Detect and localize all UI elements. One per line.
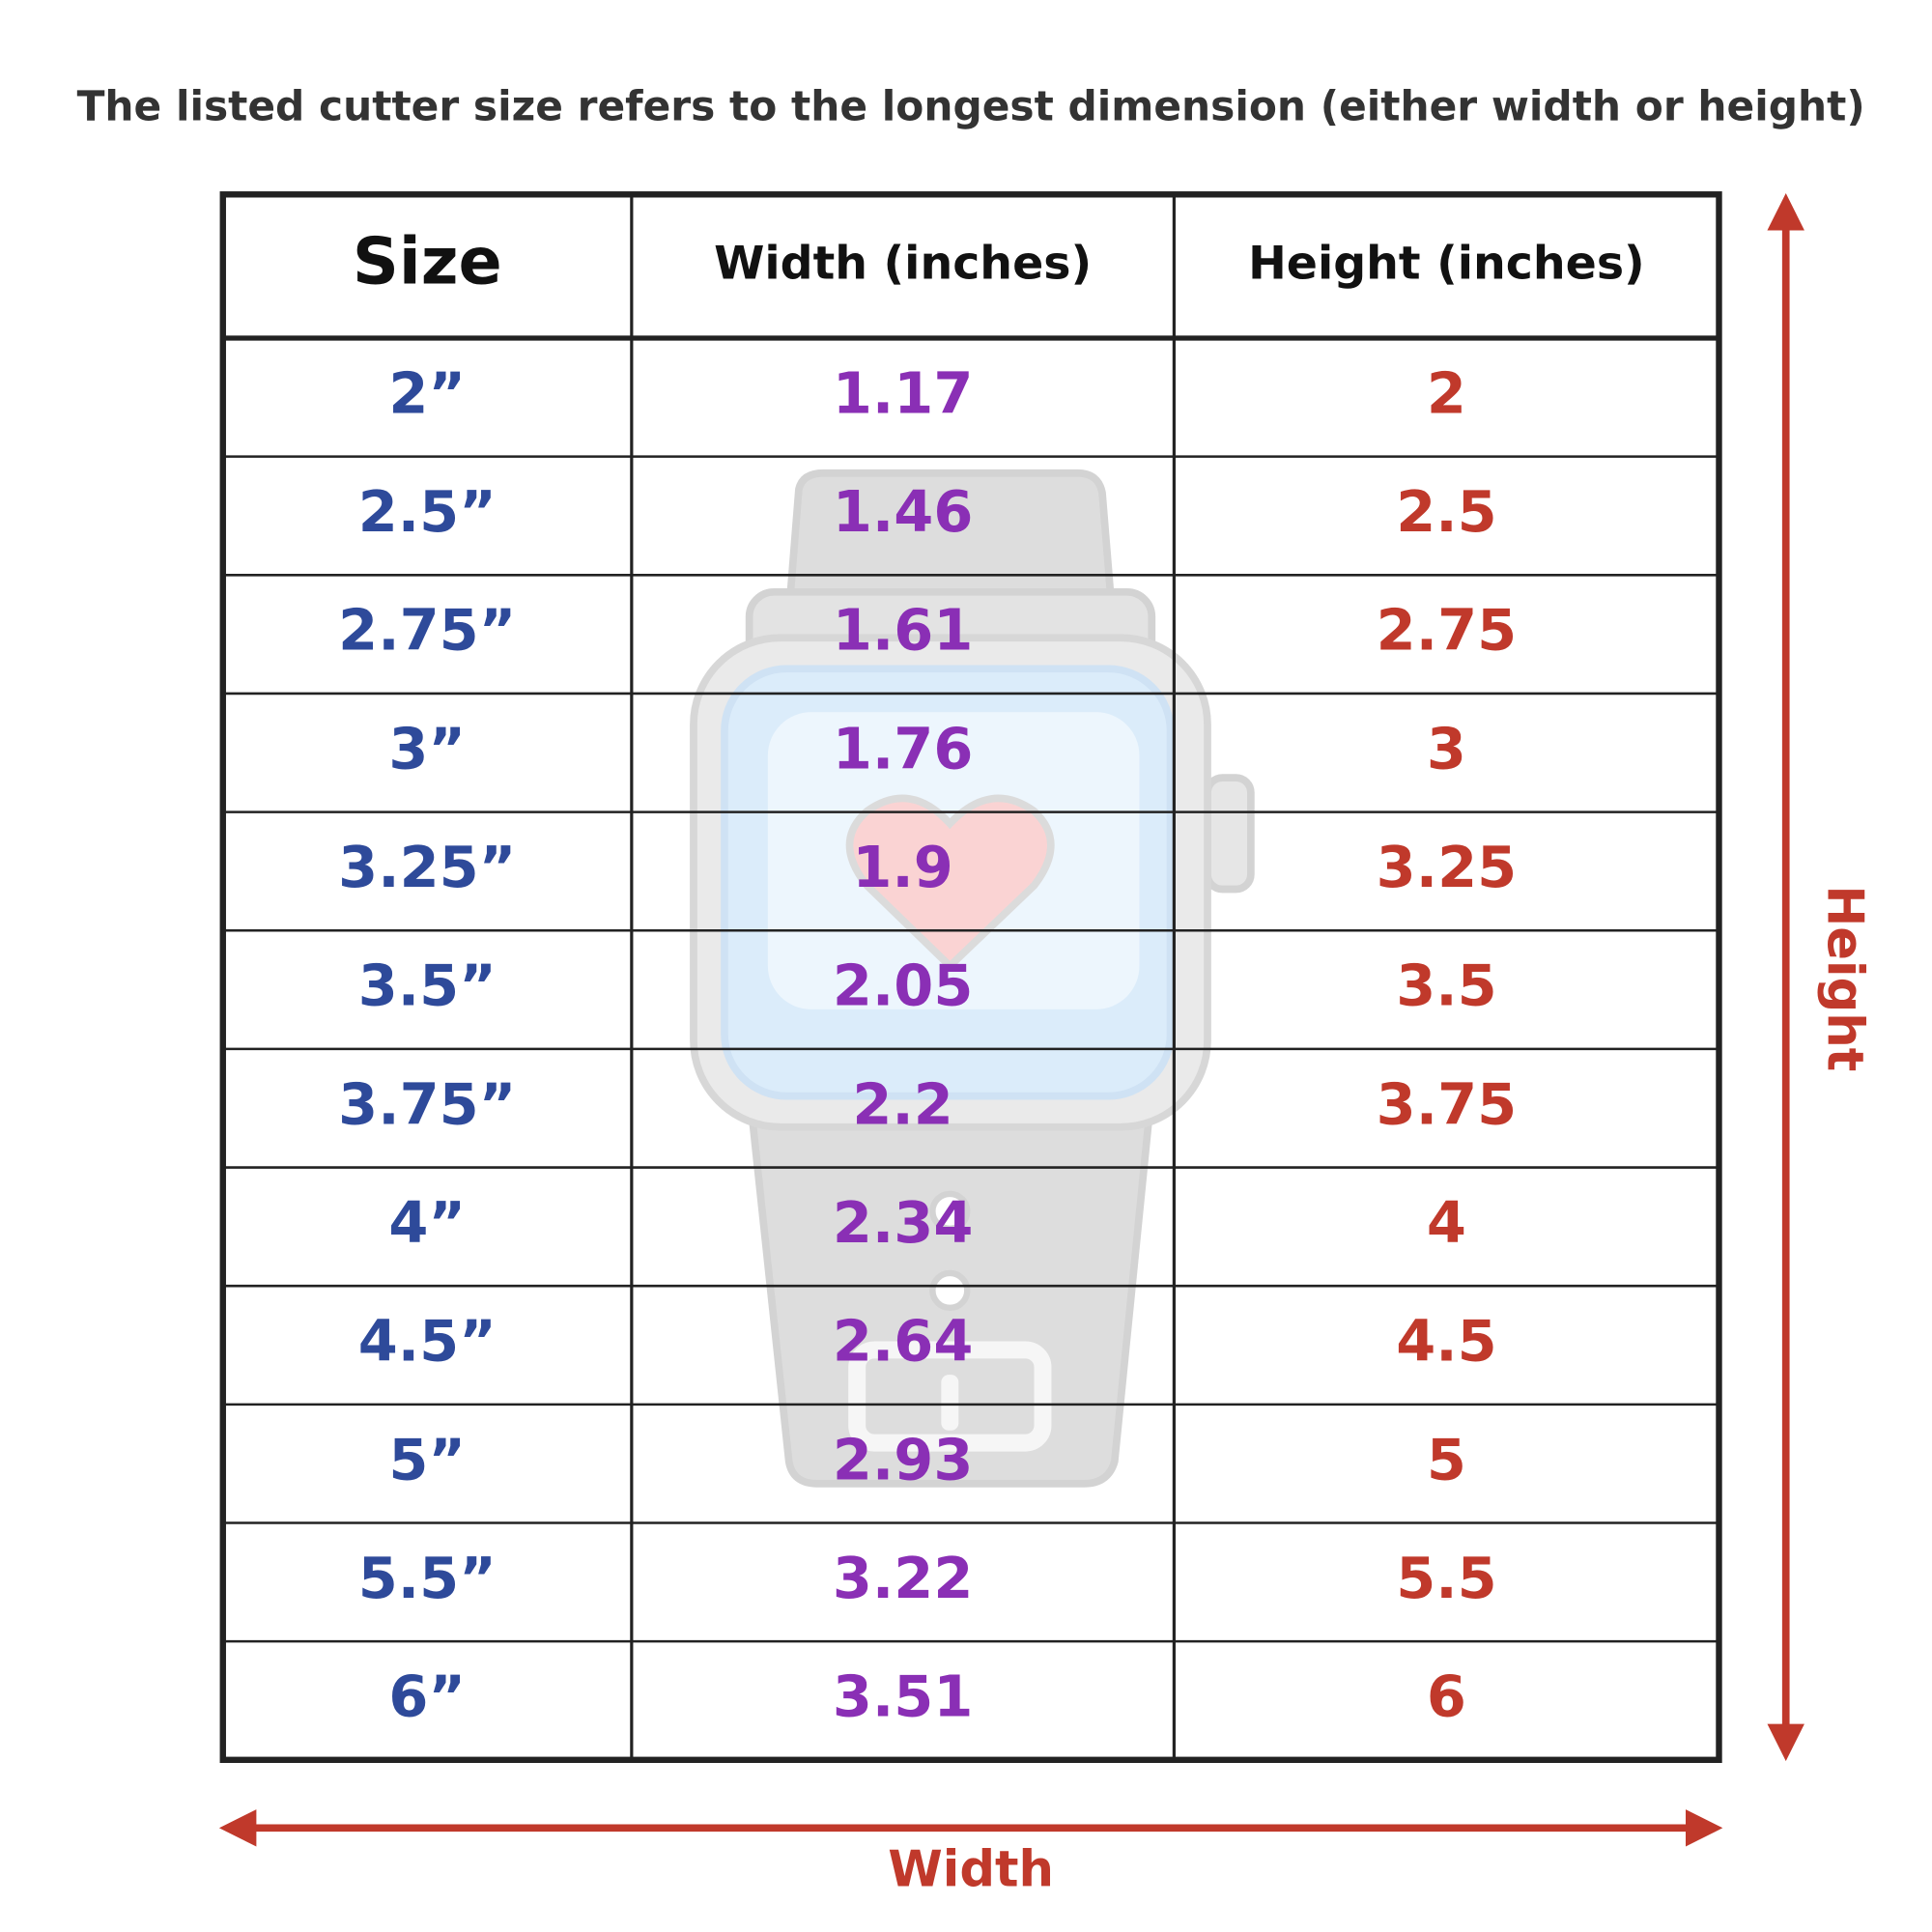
watch-illustration: [690, 469, 1255, 1488]
size-cell: 2.75”: [338, 597, 516, 664]
width-cell: 1.46: [833, 478, 974, 545]
width-cell: 2.93: [833, 1426, 974, 1492]
height-cell: 3.25: [1377, 834, 1518, 900]
height-cell: 2.75: [1377, 597, 1518, 664]
width-cell: 2.2: [852, 1070, 952, 1137]
column-header: Width (inches): [714, 238, 1092, 291]
size-cell: 3”: [388, 715, 466, 781]
width-cell: 1.76: [833, 715, 974, 781]
width-cell: 1.17: [833, 359, 974, 426]
height-cell: 3.5: [1396, 952, 1496, 1019]
size-cell: 6”: [388, 1663, 466, 1730]
height-cell: 2: [1427, 359, 1466, 426]
size-cell: 2”: [388, 359, 466, 426]
size-cell: 5.5”: [358, 1545, 497, 1611]
height-cell: 3: [1427, 715, 1466, 781]
width-cell: 1.61: [833, 597, 974, 664]
table: Size Width (inches) Height (inches) 2” 1.17 2…: [219, 191, 1722, 1763]
size-cell: 2.5”: [358, 478, 497, 545]
size-cell: 4”: [388, 1189, 466, 1256]
size-cell: 3.25”: [338, 834, 516, 900]
size-cell: 4.5”: [358, 1308, 497, 1375]
size-cell: 5”: [388, 1426, 466, 1492]
height-cell: 5.5: [1396, 1545, 1496, 1611]
height-label: Height: [1815, 885, 1873, 1071]
height-cell: 4.5: [1396, 1308, 1496, 1375]
height-cell: 5: [1427, 1426, 1466, 1492]
column-header: Height (inches): [1248, 238, 1645, 291]
size-cell: 3.75”: [338, 1070, 516, 1137]
size-cell: 3.5”: [358, 952, 497, 1019]
column-header: Size: [353, 224, 502, 299]
height-cell: 2.5: [1396, 478, 1496, 545]
height-cell: 3.75: [1377, 1070, 1518, 1137]
width-label: Width: [888, 1840, 1054, 1898]
width-cell: 2.05: [833, 952, 974, 1019]
width-cell: 3.51: [833, 1663, 974, 1730]
width-cell: 3.22: [833, 1545, 974, 1611]
table-border: [219, 191, 1722, 1763]
width-cell: 2.64: [833, 1308, 974, 1375]
height-cell: 4: [1427, 1189, 1466, 1256]
width-cell: 1.9: [852, 834, 952, 900]
height-cell: 6: [1427, 1663, 1466, 1730]
note: The listed cutter size refers to the lon…: [77, 82, 1865, 129]
width-cell: 2.34: [833, 1189, 974, 1256]
